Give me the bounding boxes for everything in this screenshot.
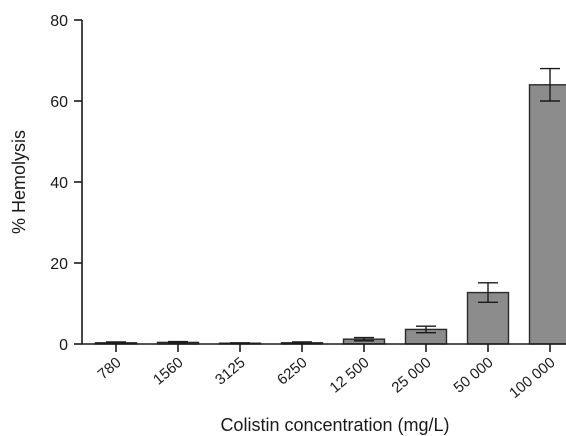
x-tick-label: 100 000 xyxy=(506,354,558,402)
error-bar xyxy=(168,340,188,344)
x-axis-label: Colistin concentration (mg/L) xyxy=(220,415,449,435)
x-tick-label: 3125 xyxy=(212,354,248,388)
x-tick-label: 780 xyxy=(94,354,124,383)
bars-group xyxy=(94,84,566,345)
x-axis-ticks: 780 1560 3125 6250 12 500 25 000 50 000 100 000 xyxy=(94,344,559,402)
y-tick-label: 40 xyxy=(50,175,68,192)
error-bar xyxy=(416,325,436,334)
error-bar xyxy=(540,67,560,102)
y-tick-label: 0 xyxy=(59,337,68,354)
y-axis-ticks: 0 20 40 60 80 xyxy=(50,13,82,354)
x-tick-label: 50 000 xyxy=(450,354,496,397)
y-tick-label: 60 xyxy=(50,94,68,111)
error-bar xyxy=(478,282,498,303)
error-bar xyxy=(354,336,374,342)
y-tick-label: 80 xyxy=(50,13,68,30)
x-tick-label: 25 000 xyxy=(388,354,434,397)
y-tick-label: 20 xyxy=(50,256,68,273)
bar-100000 xyxy=(528,84,566,345)
x-tick-label: 12 500 xyxy=(326,354,372,397)
y-axis-label: % Hemolysis xyxy=(9,130,29,234)
x-tick-label: 1560 xyxy=(150,354,186,388)
x-tick-label: 6250 xyxy=(274,354,310,388)
error-bars-group xyxy=(106,67,560,345)
